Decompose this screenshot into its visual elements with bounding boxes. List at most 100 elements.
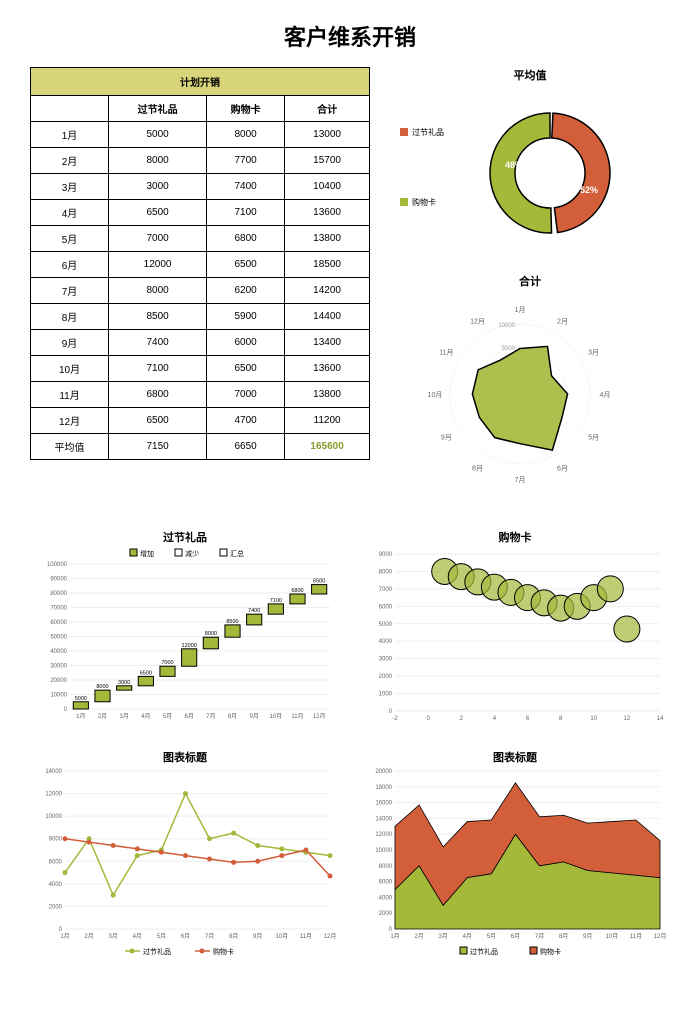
table-cell: 14400 (285, 304, 370, 330)
table-cell: 10400 (285, 174, 370, 200)
svg-text:7400: 7400 (248, 608, 260, 614)
table-cell: 6650 (207, 434, 285, 460)
page-title: 客户维系开销 (30, 20, 670, 52)
svg-text:6500: 6500 (313, 579, 325, 585)
svg-text:增加: 增加 (140, 549, 154, 558)
svg-text:10月: 10月 (275, 933, 288, 940)
donut-chart: 平均值 48%52%过节礼品购物卡 (390, 67, 670, 258)
table-cell: 13000 (285, 122, 370, 148)
svg-text:52%: 52% (580, 185, 598, 195)
svg-text:6000: 6000 (379, 880, 393, 886)
table-cell: 13800 (285, 226, 370, 252)
svg-text:图表标题: 图表标题 (493, 750, 538, 764)
svg-text:6月: 6月 (184, 713, 193, 720)
table-cell: 6800 (109, 382, 207, 408)
svg-text:6500: 6500 (140, 670, 152, 676)
table-cell: 3月 (31, 174, 109, 200)
svg-text:12000: 12000 (182, 643, 197, 649)
svg-text:50000: 50000 (50, 635, 67, 641)
svg-text:5000: 5000 (75, 696, 87, 702)
svg-text:11月: 11月 (439, 349, 453, 357)
svg-text:8月: 8月 (228, 713, 237, 720)
table-cell: 10月 (31, 356, 109, 382)
svg-text:48%: 48% (505, 160, 523, 170)
svg-text:7000: 7000 (161, 660, 173, 666)
svg-text:12月: 12月 (470, 317, 485, 325)
svg-text:4000: 4000 (49, 882, 63, 888)
svg-text:12月: 12月 (654, 933, 667, 940)
svg-text:18000: 18000 (375, 785, 392, 791)
svg-text:20000: 20000 (375, 769, 392, 775)
table-row: 4月6500710013600 (31, 200, 370, 226)
table-cell: 5月 (31, 226, 109, 252)
svg-text:汇总: 汇总 (230, 549, 244, 558)
table-cell: 9月 (31, 330, 109, 356)
table-cell: 7100 (109, 356, 207, 382)
svg-text:10000: 10000 (45, 814, 62, 820)
table-cell: 6500 (207, 356, 285, 382)
svg-text:过节礼品: 过节礼品 (163, 530, 207, 544)
svg-text:4月: 4月 (600, 391, 611, 399)
table-cell: 4月 (31, 200, 109, 226)
svg-text:4000: 4000 (379, 895, 393, 901)
col-header: 过节礼品 (109, 96, 207, 122)
svg-text:4: 4 (493, 716, 497, 722)
svg-text:购物卡: 购物卡 (213, 947, 234, 956)
svg-text:3000: 3000 (379, 657, 393, 663)
svg-text:过节礼品: 过节礼品 (412, 127, 444, 137)
svg-text:0: 0 (426, 716, 430, 722)
svg-text:3月: 3月 (439, 933, 448, 940)
svg-text:6: 6 (526, 716, 530, 722)
table-cell: 7400 (109, 330, 207, 356)
svg-text:过节礼品: 过节礼品 (470, 947, 498, 956)
svg-text:12: 12 (624, 716, 631, 722)
svg-text:1000: 1000 (379, 692, 393, 698)
svg-text:14: 14 (657, 716, 664, 722)
table-cell: 8000 (109, 278, 207, 304)
svg-text:3月: 3月 (109, 933, 118, 940)
table-cell: 6000 (207, 330, 285, 356)
table-cell: 18500 (285, 252, 370, 278)
svg-text:30000: 30000 (50, 664, 67, 670)
svg-text:2月: 2月 (98, 713, 107, 720)
table-cell: 11200 (285, 408, 370, 434)
table-wrap: 计划开销 过节礼品购物卡合计 1月50008000130002月80007700… (30, 67, 370, 509)
svg-text:1月: 1月 (76, 713, 85, 720)
svg-text:2月: 2月 (84, 933, 93, 940)
svg-text:3月: 3月 (588, 349, 599, 357)
svg-text:1月: 1月 (390, 933, 399, 940)
svg-text:10: 10 (590, 716, 597, 722)
svg-text:7月: 7月 (535, 933, 544, 940)
table-cell: 12000 (109, 252, 207, 278)
svg-text:10月: 10月 (428, 391, 443, 399)
svg-text:80000: 80000 (50, 591, 67, 597)
svg-text:12000: 12000 (375, 832, 392, 838)
svg-text:12月: 12月 (324, 933, 337, 940)
waterfall-svg: 过节礼品增加减少汇总010000200003000040000500006000… (30, 529, 340, 729)
svg-text:6月: 6月 (181, 933, 190, 940)
table-cell: 7100 (207, 200, 285, 226)
svg-text:40000: 40000 (50, 649, 67, 655)
svg-text:16000: 16000 (375, 801, 392, 807)
svg-text:4月: 4月 (133, 933, 142, 940)
table-cell: 5000 (109, 122, 207, 148)
table-cell: 7700 (207, 148, 285, 174)
svg-text:9月: 9月 (583, 933, 592, 940)
svg-text:2000: 2000 (49, 904, 63, 910)
svg-text:6月: 6月 (557, 465, 568, 473)
svg-text:8: 8 (559, 716, 563, 722)
table-row: 平均值71506650165600 (31, 434, 370, 460)
table-cell: 7月 (31, 278, 109, 304)
svg-text:9月: 9月 (253, 933, 262, 940)
svg-text:6000: 6000 (49, 859, 63, 865)
svg-text:7月: 7月 (515, 476, 526, 484)
svg-text:0: 0 (59, 927, 63, 933)
svg-text:70000: 70000 (50, 606, 67, 612)
svg-text:5月: 5月 (588, 434, 599, 442)
donut-title: 平均值 (390, 67, 670, 83)
svg-text:1月: 1月 (515, 306, 526, 314)
table-row: 1月5000800013000 (31, 122, 370, 148)
table-row: 7月8000620014200 (31, 278, 370, 304)
col-header (31, 96, 109, 122)
table-cell: 165600 (285, 434, 370, 460)
